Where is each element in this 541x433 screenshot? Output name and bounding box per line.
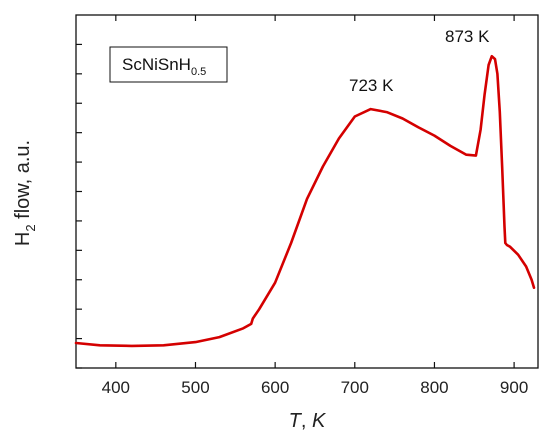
y-axis-title-main: H	[12, 232, 34, 246]
legend-label: ScNiSnH0.5	[122, 55, 206, 78]
x-axis-title: T, K	[289, 410, 327, 432]
legend: ScNiSnH0.5	[109, 46, 228, 83]
x-axis-title-unit: K	[312, 410, 327, 432]
y-axis-title: H2 flow, a.u.	[12, 140, 38, 246]
x-axis-title-sep: ,	[301, 410, 312, 432]
legend-label-sub: 0.5	[191, 66, 206, 78]
legend-box	[109, 46, 228, 83]
y-axis-title-sub: 2	[23, 224, 38, 231]
legend-label-main: ScNiSnH	[122, 55, 191, 74]
peak-annotation-873: 873 K	[445, 27, 490, 46]
x-tick-label: 600	[261, 378, 289, 397]
x-tick-label: 400	[102, 378, 130, 397]
x-tick-label: 800	[420, 378, 448, 397]
y-axis-ticks	[76, 43, 82, 369]
x-tick-label: 500	[181, 378, 209, 397]
y-axis-title-rest: flow, a.u.	[12, 140, 34, 225]
x-tick-label: 700	[341, 378, 369, 397]
x-axis-title-var: T	[289, 410, 303, 432]
series-line	[74, 54, 536, 348]
x-axis-ticks: 400 500 600 700 800 900	[102, 15, 528, 397]
x-tick-label: 900	[500, 378, 528, 397]
peak-annotation-723: 723 K	[349, 76, 394, 95]
